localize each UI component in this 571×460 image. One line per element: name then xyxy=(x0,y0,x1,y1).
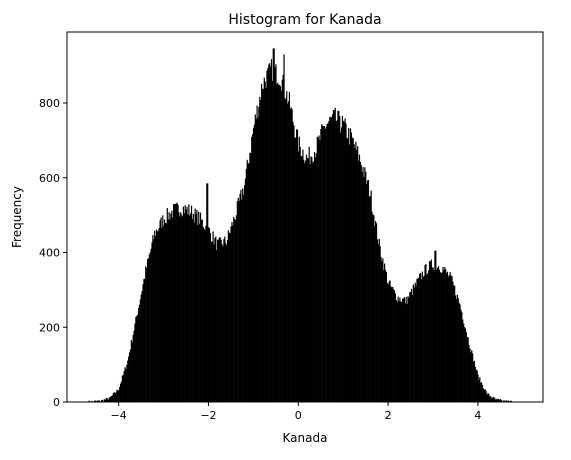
y-tick-label: 400 xyxy=(39,247,60,260)
y-axis-label: Frequency xyxy=(10,186,24,248)
x-axis-ticks: −4 −2 0 2 4 xyxy=(111,402,482,422)
y-tick-label: 0 xyxy=(53,396,60,409)
x-tick-label: 0 xyxy=(295,409,302,422)
y-tick-label: 600 xyxy=(39,172,60,185)
histogram-bars xyxy=(89,48,512,402)
y-tick-label: 800 xyxy=(39,97,60,110)
x-tick-label: 2 xyxy=(385,409,392,422)
y-tick-label: 200 xyxy=(39,321,60,334)
x-tick-label: −4 xyxy=(111,409,127,422)
x-tick-label: −2 xyxy=(200,409,216,422)
x-axis-label: Kanada xyxy=(283,431,328,445)
chart-title: Histogram for Kanada xyxy=(228,12,381,28)
x-tick-label: 4 xyxy=(474,409,481,422)
y-axis-ticks: 0 200 400 600 800 xyxy=(39,97,67,409)
